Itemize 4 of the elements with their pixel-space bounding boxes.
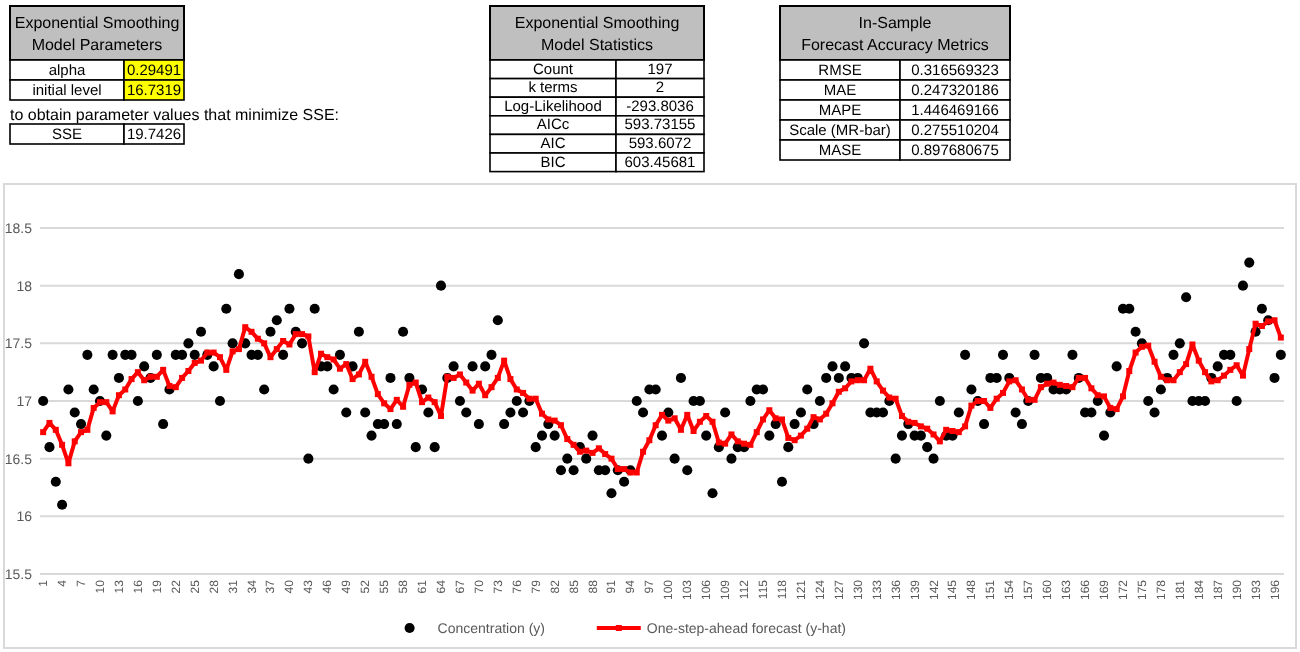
text: In-Sample Forecast Accuracy Metrics [801, 14, 989, 54]
text: Exponential Smoothing Model Statistics [514, 14, 680, 54]
text: to obtain parameter values that minimize SSE: [10, 106, 340, 124]
text: Exponential Smoothing Model Parameters [14, 14, 180, 54]
